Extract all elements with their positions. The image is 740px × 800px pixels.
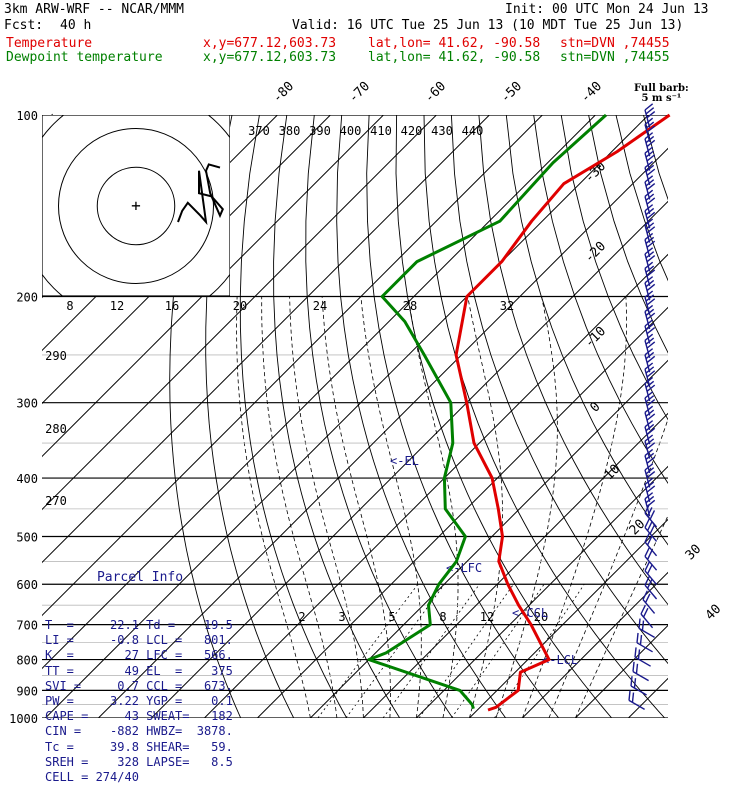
pressure-label-1000: 1000 xyxy=(9,712,38,726)
theta-label-440: 440 xyxy=(462,124,484,138)
isotherm--10 xyxy=(298,87,740,730)
pressure-label-300: 300 xyxy=(16,397,38,411)
theta-label-370: 370 xyxy=(248,124,270,138)
annotation-el: <-EL xyxy=(390,454,419,468)
moist-adiabat-10 xyxy=(361,297,421,719)
hodograph-axis-label-16: 16 xyxy=(165,299,179,313)
isotherm-label--50: -50 xyxy=(498,79,525,106)
moist-adiabat--10 xyxy=(237,297,311,719)
mixing-ratio-label-8: 8 xyxy=(439,610,446,624)
isotherm-label--10: -10 xyxy=(582,324,609,351)
moist-adiabat--5 xyxy=(262,297,337,719)
pressure-label-700: 700 xyxy=(16,619,38,633)
parcel-row: CAPE = 43 SWEAT= 182 xyxy=(45,709,235,724)
dry-adiabat-360 xyxy=(506,115,740,731)
hodograph-axis-label-32: 32 xyxy=(500,299,514,313)
theta-low-label-270: 270 xyxy=(45,494,67,508)
isotherm-label--20: -20 xyxy=(582,239,609,266)
isotherm-label-30: 30 xyxy=(683,542,705,564)
parcel-row: T = 22.1 Td = 19.5 xyxy=(45,618,235,633)
theta-label-430: 430 xyxy=(431,124,453,138)
isotherm-label-40: 40 xyxy=(703,602,725,624)
pressure-label-100: 100 xyxy=(16,109,38,123)
theta-low-label-280: 280 xyxy=(45,422,67,436)
isotherm-label--40: -40 xyxy=(578,79,605,106)
mixing-ratio-label-5: 5 xyxy=(388,610,395,624)
parcel-row: CELL = 274/40 xyxy=(45,770,235,785)
mixing-ratio-label-12: 12 xyxy=(480,610,494,624)
wind-barb-40 xyxy=(628,676,652,695)
theta-label-420: 420 xyxy=(401,124,423,138)
mixing-ratio-label-3: 3 xyxy=(338,610,345,624)
parcel-row: Tc = 39.8 SHEAR= 59. xyxy=(45,740,235,755)
isotherm--30 xyxy=(192,87,740,730)
isotherm-label-10: 10 xyxy=(602,462,624,484)
pressure-label-200: 200 xyxy=(16,291,38,305)
theta-label-400: 400 xyxy=(340,124,362,138)
pressure-label-900: 900 xyxy=(16,684,38,698)
isotherm-label-0: 0 xyxy=(587,399,603,415)
mixing-ratio-label-2: 2 xyxy=(298,610,305,624)
isotherm-10 xyxy=(404,87,740,730)
hodograph-axis-label-8: 8 xyxy=(66,299,73,313)
dry-adiabat-430 xyxy=(698,115,740,731)
theta-label-410: 410 xyxy=(370,124,392,138)
dry-adiabat-340 xyxy=(451,115,730,731)
hodograph-axis-label-20: 20 xyxy=(233,299,247,313)
hodograph-origin: + xyxy=(131,196,141,215)
pressure-label-800: 800 xyxy=(16,654,38,668)
parcel-row: PW = 3.22 YGP = 0.1 xyxy=(45,694,235,709)
isotherm--20 xyxy=(245,87,740,730)
hodograph-axis-label-28: 28 xyxy=(403,299,417,313)
isotherm-60 xyxy=(669,87,740,730)
parcel-row: K = 27 LFC = 566. xyxy=(45,648,235,663)
parcel-row: SREH = 328 LAPSE= 8.5 xyxy=(45,755,235,770)
moist-adiabat-0 xyxy=(290,297,364,719)
isotherm-50 xyxy=(616,87,740,730)
parcel-info-title: Parcel Info xyxy=(45,570,235,585)
theta-label-380: 380 xyxy=(279,124,301,138)
isotherm-label--70: -70 xyxy=(346,79,373,106)
pressure-label-400: 400 xyxy=(16,472,38,486)
pressure-label-500: 500 xyxy=(16,530,38,544)
wind-barb-41 xyxy=(626,691,650,710)
parcel-row: CIN = -882 HWBZ= 3878. xyxy=(45,724,235,739)
hodograph-axis-label-12: 12 xyxy=(110,299,124,313)
mixing-ratio-2 xyxy=(318,584,418,718)
dry-adiabat-440 xyxy=(726,115,740,731)
isotherm-label--80: -80 xyxy=(270,79,297,106)
dry-adiabat-400 xyxy=(616,115,740,731)
dry-adiabat-290 xyxy=(306,115,462,731)
wind-barb-28 xyxy=(642,504,663,527)
annotation-ccl: <-CCL xyxy=(512,606,548,620)
theta-low-label-290: 290 xyxy=(45,349,67,363)
dry-adiabat-320 xyxy=(396,115,623,731)
parcel-row: SVI = 0.7 CCL = 673. xyxy=(45,679,235,694)
dry-adiabat-420 xyxy=(671,115,740,731)
isotherm-label--60: -60 xyxy=(422,79,449,106)
theta-label-390: 390 xyxy=(309,124,331,138)
parcel-row: LI = -0.8 LCL = 801. xyxy=(45,633,235,648)
parcel-row: TT = 49 EL = 375 xyxy=(45,664,235,679)
hodograph-axis-label-24: 24 xyxy=(313,299,327,313)
isotherm-0 xyxy=(351,87,740,730)
wind-barb-39 xyxy=(630,662,654,681)
pressure-label-600: 600 xyxy=(16,578,38,592)
